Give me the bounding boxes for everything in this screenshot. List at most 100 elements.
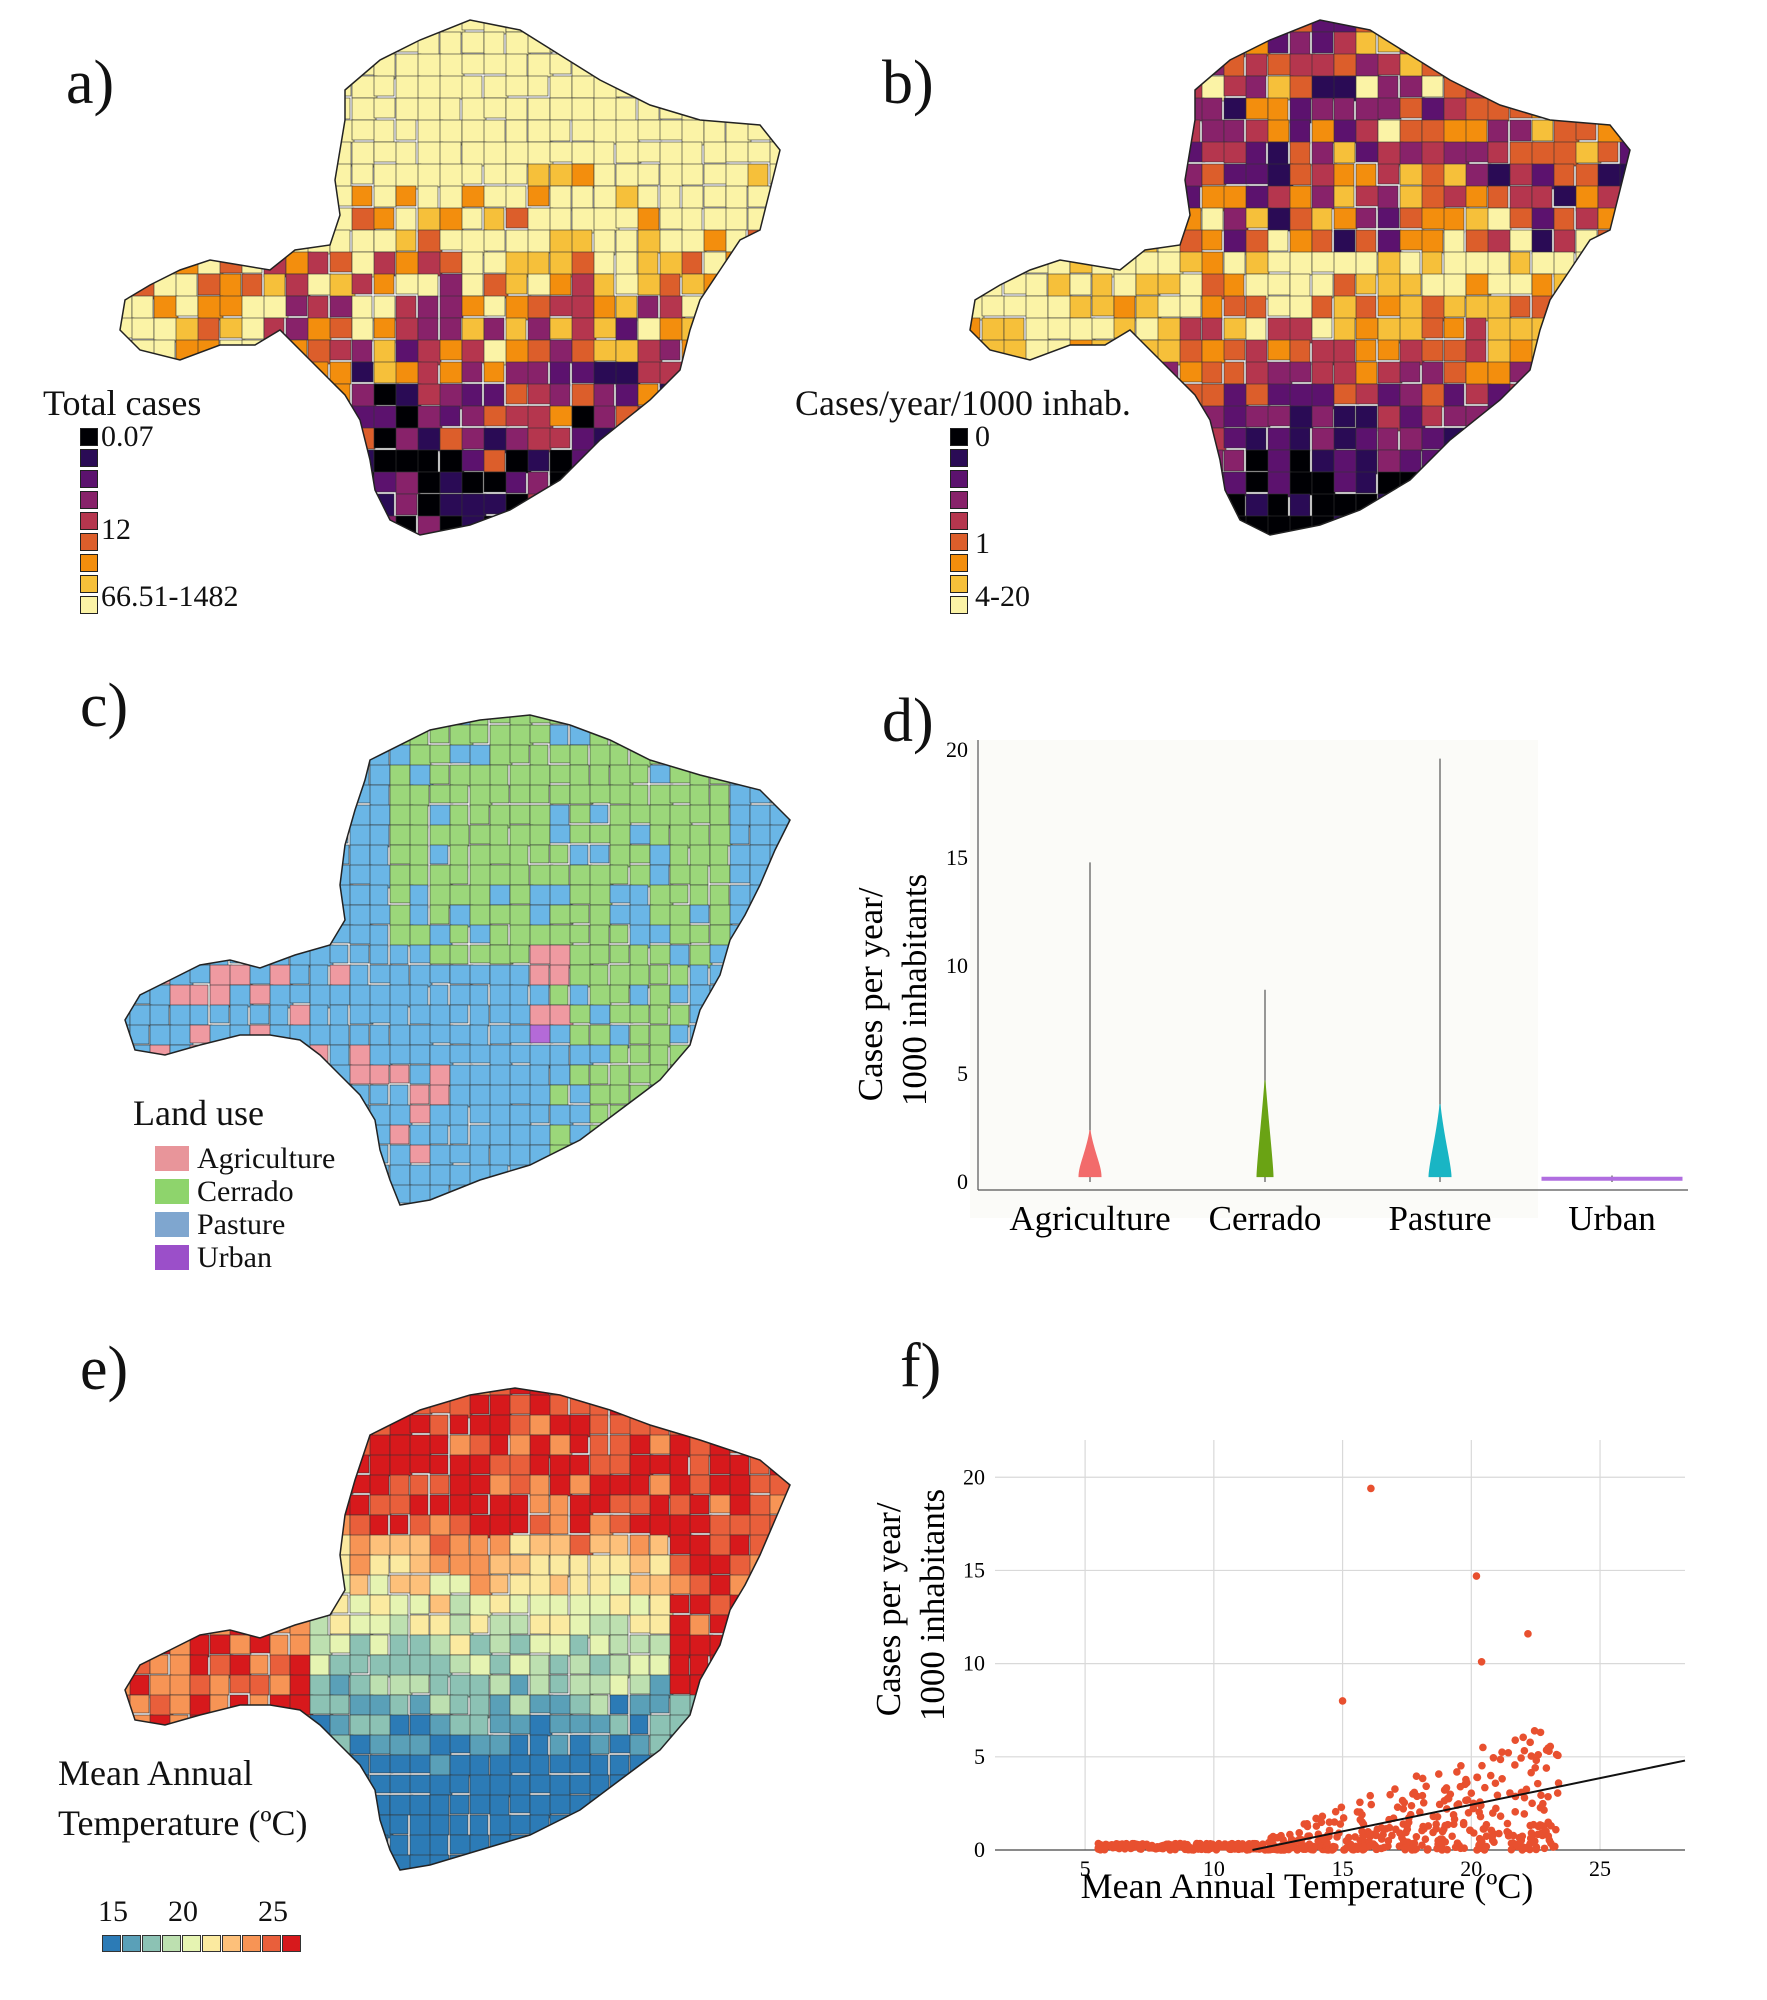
municipality <box>609 1454 631 1475</box>
municipality <box>749 1394 773 1417</box>
municipality <box>1223 207 1249 232</box>
municipality <box>637 317 663 342</box>
scatter-point <box>1407 1801 1416 1810</box>
municipality <box>509 1694 531 1718</box>
municipality <box>529 1774 552 1794</box>
municipality <box>241 251 263 274</box>
municipality <box>149 1534 171 1554</box>
municipality <box>189 844 209 864</box>
municipality <box>489 724 513 749</box>
municipality <box>789 1394 790 1419</box>
municipality <box>549 1794 572 1815</box>
municipality <box>449 964 474 985</box>
municipality <box>489 1634 512 1654</box>
municipality <box>649 1674 674 1699</box>
municipality <box>981 251 1008 277</box>
municipality <box>1003 317 1025 344</box>
municipality <box>1069 493 1096 516</box>
municipality <box>649 1774 674 1799</box>
municipality <box>289 1774 309 1799</box>
municipality <box>389 764 411 788</box>
municipality <box>329 1514 351 1538</box>
municipality <box>529 1164 551 1188</box>
municipality <box>703 119 726 146</box>
municipality <box>1201 361 1223 384</box>
municipality <box>529 784 550 804</box>
scatter-point <box>1544 1744 1553 1752</box>
municipality <box>637 449 659 475</box>
municipality <box>349 1674 372 1698</box>
municipality <box>373 207 395 230</box>
scatter-point <box>1511 1736 1520 1744</box>
municipality <box>703 141 727 164</box>
municipality <box>593 515 620 535</box>
scatter-point <box>1409 1841 1418 1850</box>
municipality <box>269 984 294 1009</box>
municipality <box>749 1614 774 1635</box>
municipality <box>1245 493 1269 520</box>
municipality <box>369 1754 394 1774</box>
municipality <box>395 229 417 252</box>
municipality <box>309 864 331 887</box>
municipality <box>725 515 749 535</box>
municipality <box>369 984 393 1009</box>
municipality <box>549 1714 573 1734</box>
municipality <box>149 1574 172 1598</box>
municipality <box>389 1774 412 1794</box>
municipality <box>149 1854 171 1870</box>
municipality <box>307 207 329 233</box>
municipality <box>589 864 614 889</box>
municipality <box>289 1414 311 1436</box>
municipality <box>1201 31 1223 58</box>
municipality <box>249 1514 270 1538</box>
municipality <box>1355 207 1377 229</box>
municipality <box>689 1714 712 1739</box>
municipality <box>981 31 1007 57</box>
municipality <box>593 229 616 256</box>
municipality <box>469 784 493 808</box>
municipality <box>409 984 429 1009</box>
municipality <box>469 1144 490 1167</box>
municipality <box>649 1124 670 1145</box>
municipality <box>1202 538 1226 560</box>
municipality <box>615 20 639 34</box>
scatter-point <box>1495 1829 1503 1838</box>
municipality <box>1113 31 1140 54</box>
municipality <box>125 964 129 987</box>
municipality <box>209 1674 230 1696</box>
municipality <box>309 1004 329 1029</box>
municipality <box>197 449 222 471</box>
municipality <box>549 1734 569 1757</box>
municipality <box>263 383 286 407</box>
legend-item-urban: Urban <box>155 1241 335 1274</box>
municipality <box>609 1834 634 1855</box>
legend-swatch <box>162 1935 181 1952</box>
municipality <box>389 844 412 865</box>
municipality <box>289 1388 310 1395</box>
municipality <box>249 864 271 885</box>
municipality <box>209 1554 234 1578</box>
municipality <box>1333 449 1358 476</box>
municipality <box>241 317 265 340</box>
municipality <box>593 295 616 319</box>
municipality <box>409 1734 433 1757</box>
municipality <box>509 1534 531 1555</box>
scatter-point <box>1520 1810 1529 1818</box>
municipality <box>729 1394 750 1419</box>
municipality <box>1355 75 1382 100</box>
municipality <box>569 1004 594 1024</box>
municipality <box>789 964 790 986</box>
municipality <box>729 1164 749 1187</box>
municipality <box>409 1144 432 1164</box>
municipality <box>286 538 311 558</box>
municipality <box>1025 427 1052 450</box>
municipality <box>649 1714 672 1738</box>
municipality <box>329 383 351 409</box>
municipality <box>329 1634 351 1654</box>
municipality <box>129 1614 152 1637</box>
municipality <box>1289 207 1313 234</box>
municipality <box>373 361 400 384</box>
municipality <box>440 538 465 562</box>
municipality <box>307 75 333 101</box>
municipality <box>1311 273 1334 299</box>
